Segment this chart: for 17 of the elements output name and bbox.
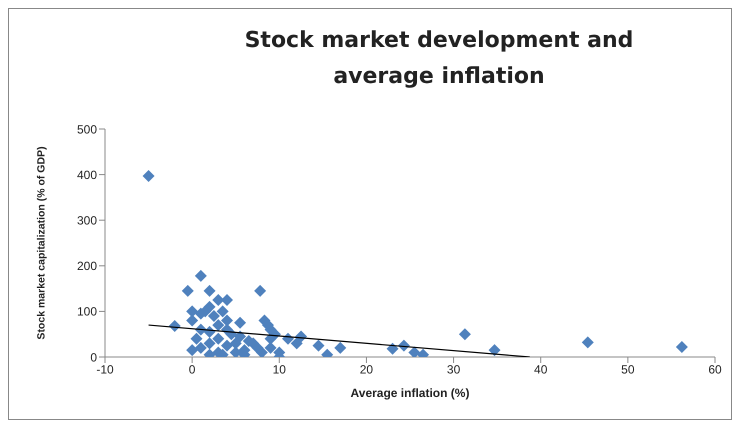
x-tick-label: 50 (621, 362, 635, 377)
y-tick-label: 300 (76, 213, 98, 228)
x-tick-label: 10 (272, 362, 286, 377)
x-tick-label: 60 (708, 362, 722, 377)
x-tick-label: 0 (188, 362, 196, 377)
x-axis-title: Average inflation (%) (350, 386, 470, 400)
y-tick-label: 100 (76, 304, 98, 319)
x-tick-label: 20 (360, 362, 374, 377)
x-tick-label: -10 (96, 362, 114, 377)
x-tick-label: 40 (534, 362, 548, 377)
y-tick-label: 200 (76, 259, 98, 274)
chart-title: Stock market development and average inflation (244, 27, 634, 91)
y-axis-title: Stock market capitalization (% of GDP) (36, 146, 48, 340)
y-tick-label: 0 (90, 350, 98, 364)
y-tick-label: 500 (76, 122, 98, 136)
x-tick-label: 30 (446, 362, 461, 377)
y-tick-label: 400 (76, 168, 98, 182)
